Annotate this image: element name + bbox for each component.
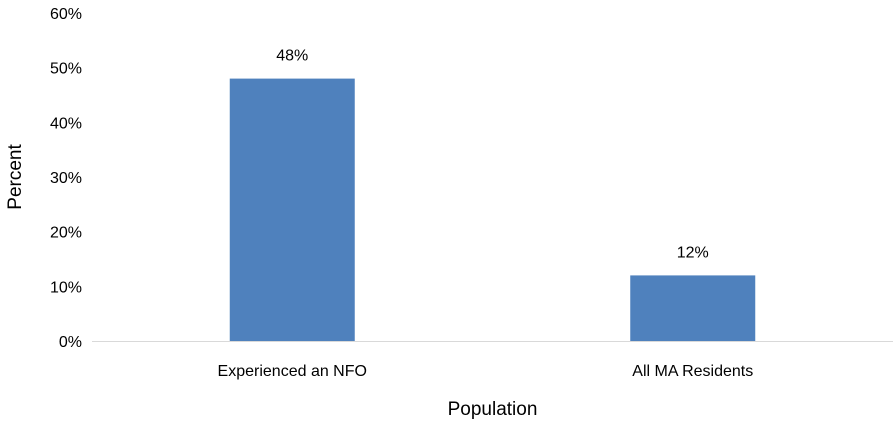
x-tick-label: All MA Residents — [632, 363, 753, 380]
x-axis-title: Population — [448, 399, 538, 420]
data-label: 48% — [276, 48, 308, 65]
y-axis-title: Percent — [5, 144, 26, 210]
bar — [630, 275, 756, 341]
x-tick-label: Experienced an NFO — [218, 363, 367, 380]
bar — [229, 78, 355, 341]
y-tick-label: 40% — [50, 115, 82, 132]
bars — [229, 78, 756, 341]
y-tick-label: 0% — [59, 334, 82, 351]
y-tick-label: 20% — [50, 225, 82, 242]
y-tick-label: 60% — [50, 6, 82, 23]
data-labels: 48% 12% — [276, 48, 709, 262]
data-label: 12% — [677, 244, 709, 261]
x-axis-ticks: Experienced an NFO All MA Residents — [218, 363, 754, 380]
y-tick-label: 30% — [50, 170, 82, 187]
y-axis-ticks: 0% 10% 20% 30% 40% 50% 60% — [50, 6, 82, 351]
y-tick-label: 10% — [50, 279, 82, 296]
y-tick-label: 50% — [50, 61, 82, 78]
